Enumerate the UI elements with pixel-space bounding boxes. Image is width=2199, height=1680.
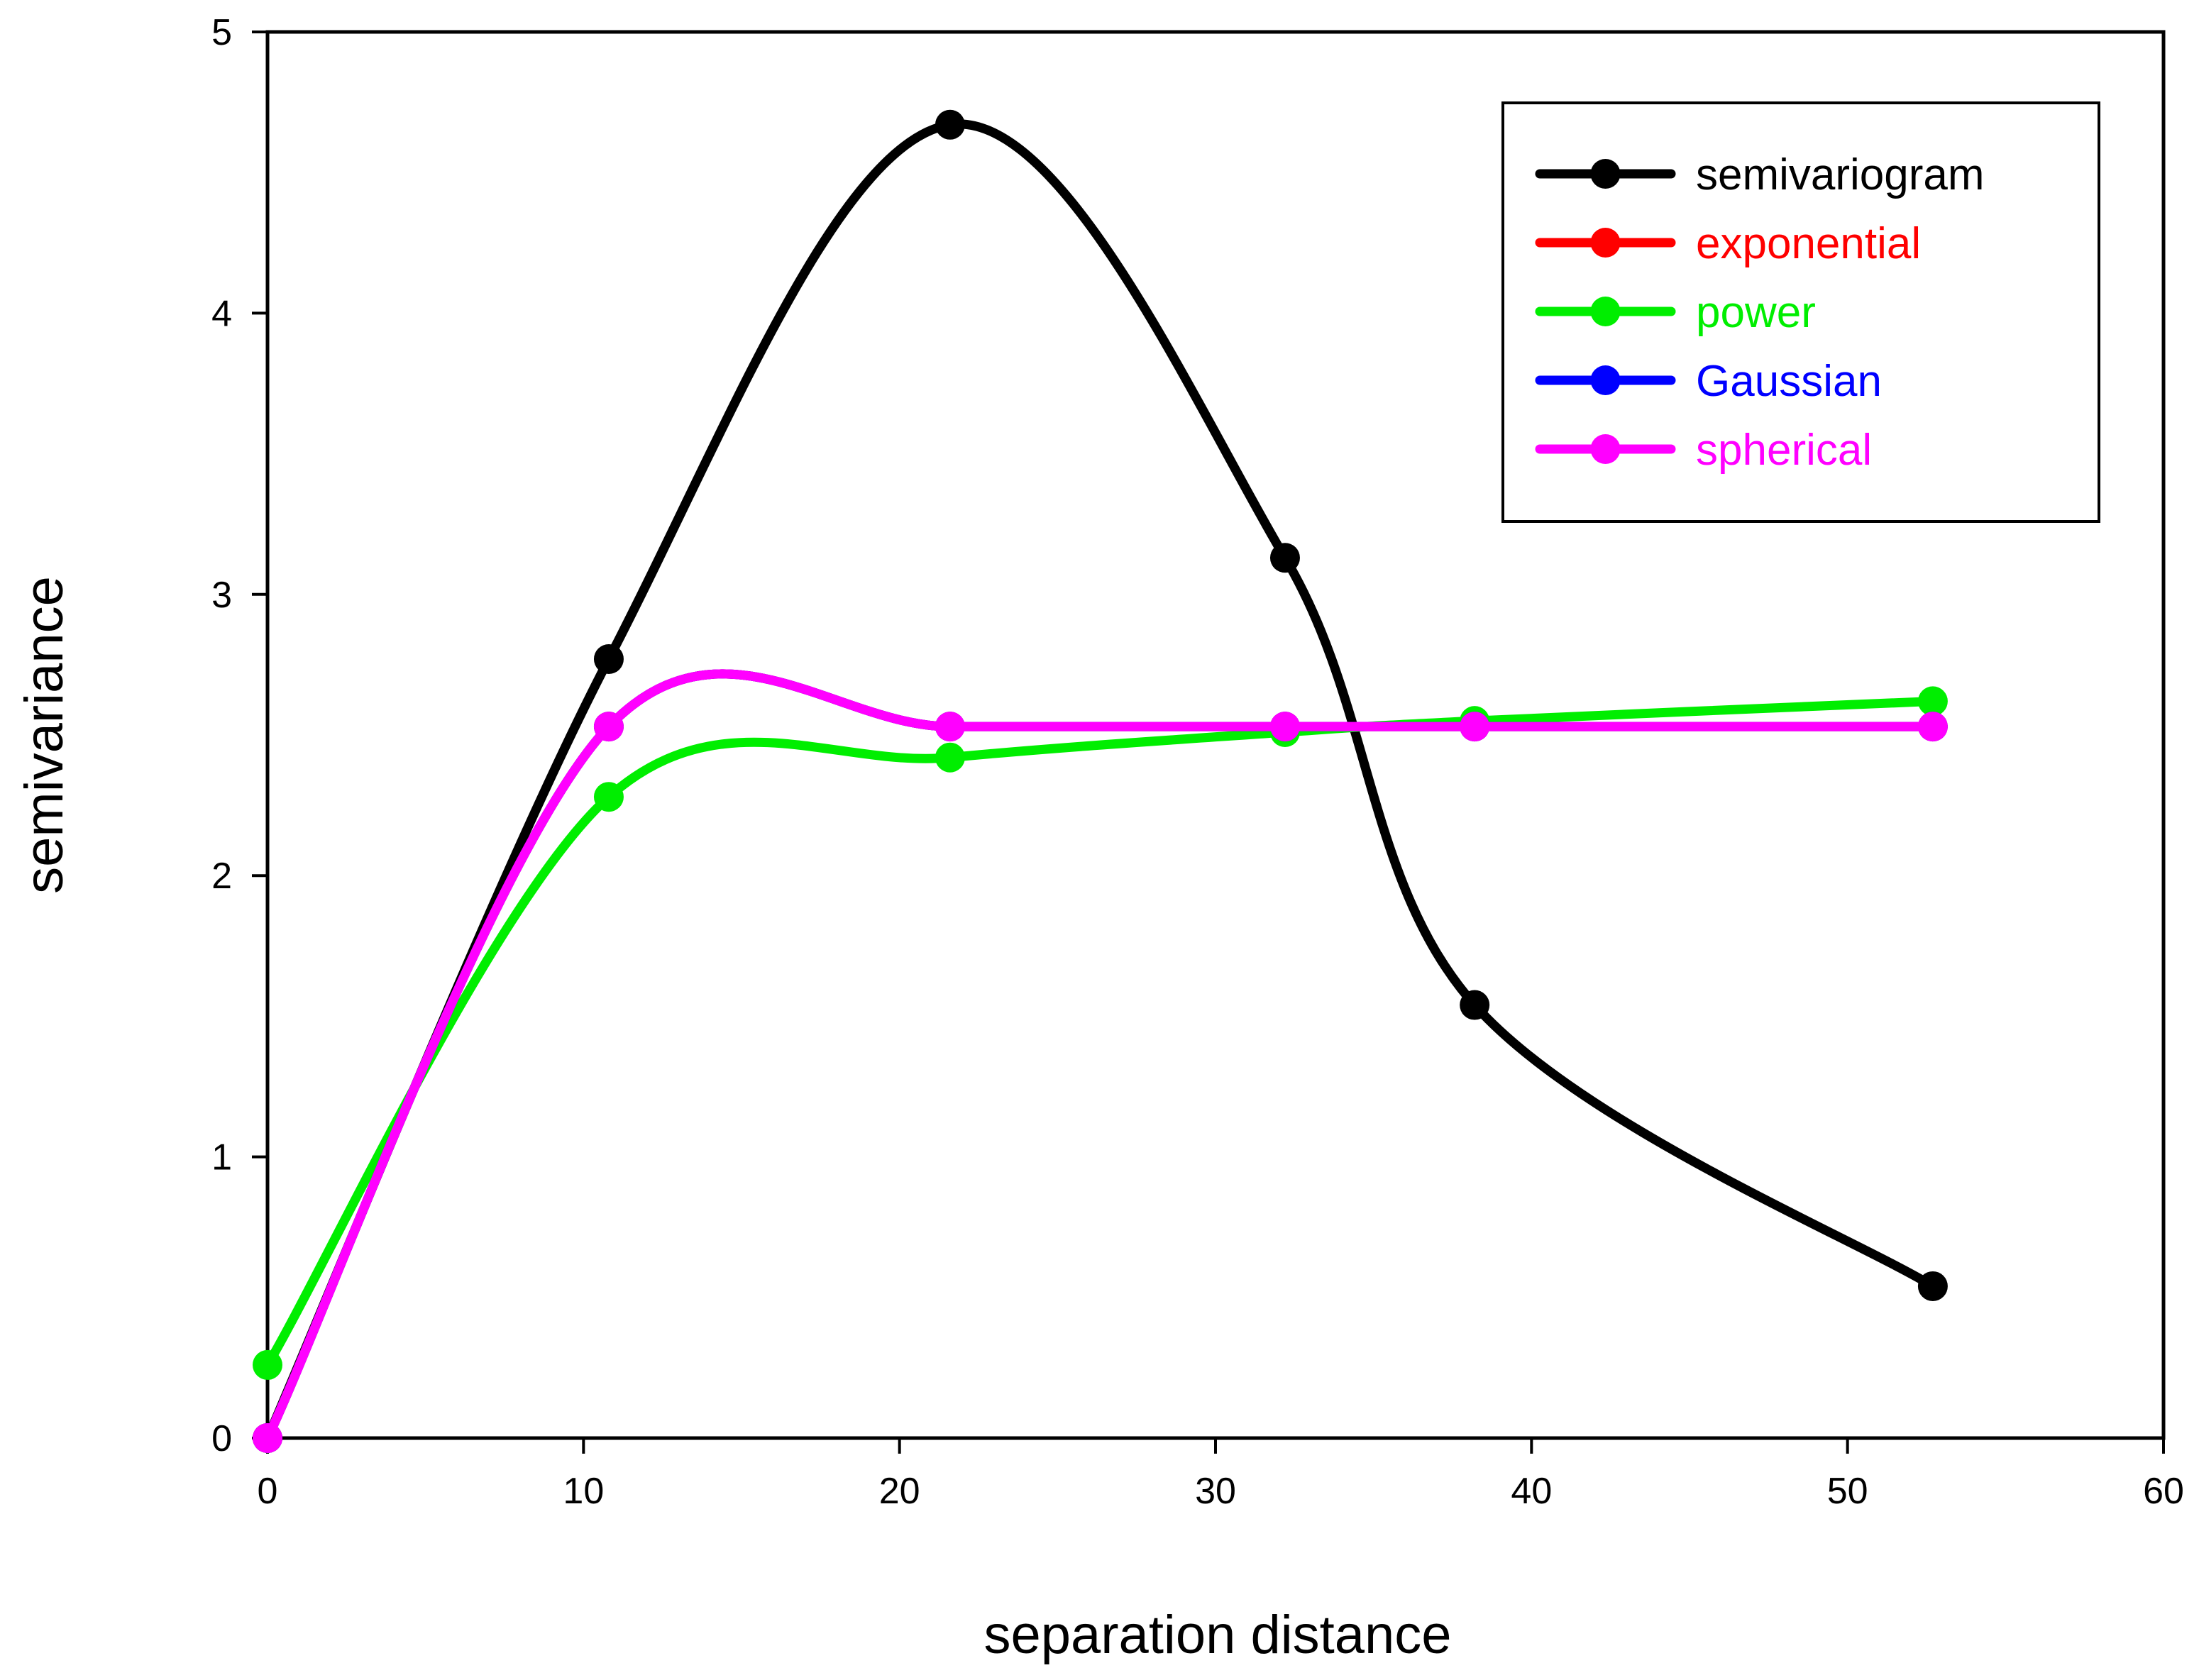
y-tick-label: 4 [211,293,232,334]
legend-swatch-marker [1590,228,1621,258]
data-point [1460,712,1490,742]
x-tick-label: 60 [2143,1471,2184,1512]
x-tick-label: 30 [1195,1471,1236,1512]
series-line [263,669,1938,1443]
x-tick-label: 40 [1511,1471,1552,1512]
data-point [1269,543,1300,573]
y-axis: 0 1 2 3 4 5 [211,12,268,1459]
x-tick-label: 10 [563,1471,604,1512]
x-axis: 0 10 20 30 40 50 60 [258,1438,2184,1512]
x-tick-label: 50 [1827,1471,1868,1512]
data-point [935,742,965,773]
legend: semivariogram exponential power Gaussian sph… [1501,101,2100,523]
series-layer [253,109,1948,1453]
data-point [935,109,965,140]
legend-label: Gaussian [1696,357,1882,406]
data-point [935,712,965,742]
series-exponential [253,669,1948,1453]
series-line [263,669,1938,1443]
legend-item-exponential: exponential [1535,219,1921,268]
legend-label: power [1696,288,1816,337]
legend-item-spherical: spherical [1535,426,1872,475]
legend-swatch-marker [1590,297,1621,326]
series-gaussian [253,669,1948,1453]
legend-label: exponential [1696,219,1921,268]
series-spherical [253,669,1948,1453]
legend-label: semivariogram [1696,150,1985,199]
legend-item-gaussian: Gaussian [1535,357,1882,406]
x-tick-label: 0 [258,1471,278,1512]
legend-item-semivariogram: semivariogram [1535,150,1985,199]
data-point [593,782,624,812]
legend-swatch-marker [1590,159,1621,189]
series-line [263,119,1938,1443]
data-point [253,1423,282,1453]
x-axis-title: separation distance [983,1605,1451,1665]
data-point [593,712,624,742]
y-axis-title: semivariance [14,576,75,894]
data-point [1917,712,1948,742]
legend-label: spherical [1696,426,1872,475]
data-point [253,1349,282,1380]
legend-swatch-marker [1590,434,1621,464]
y-tick-label: 0 [211,1418,232,1459]
x-tick-label: 20 [879,1471,920,1512]
y-tick-label: 3 [211,575,232,616]
legend-swatch-marker [1590,365,1621,395]
y-tick-label: 1 [211,1137,232,1178]
data-point [1460,990,1490,1020]
y-tick-label: 5 [211,12,232,53]
legend-item-power: power [1535,288,1816,337]
data-point [1917,686,1948,717]
data-point [593,643,624,674]
data-point [1917,1271,1948,1301]
series-line [263,669,1938,1443]
data-point [1269,712,1300,742]
series-power [253,686,1948,1380]
y-tick-label: 2 [211,856,232,897]
series-line [263,696,1938,1370]
